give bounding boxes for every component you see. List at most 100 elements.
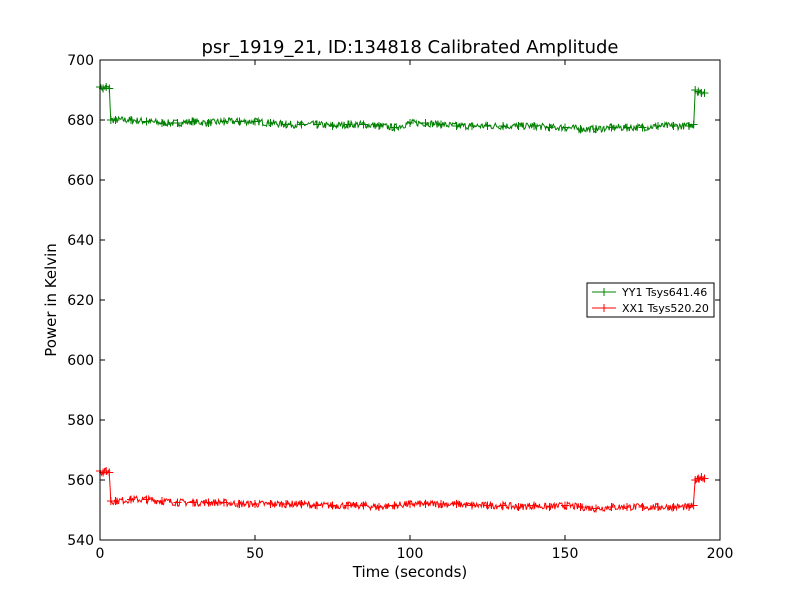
series-1-point-10 — [189, 498, 197, 507]
legend-label-0: YY1 Tsys641.46 — [621, 286, 707, 299]
series-0-point-32 — [530, 122, 538, 130]
series-0-point-11 — [204, 119, 213, 127]
series-0-point-15 — [266, 119, 275, 127]
series-layer — [96, 83, 709, 513]
legend-marker-0 — [600, 288, 608, 296]
series-0-point-28 — [468, 122, 476, 130]
series-1-point-18 — [313, 501, 321, 510]
x-tick-label: 200 — [707, 546, 734, 562]
series-1-point-13 — [235, 500, 244, 508]
series-0-point-43 — [689, 120, 698, 129]
series-1-point-3 — [105, 468, 114, 477]
series-1-point-9 — [173, 498, 182, 507]
series-0-point-30 — [499, 122, 507, 130]
series-1-point-26 — [437, 500, 445, 508]
x-tick-label: 100 — [397, 546, 424, 562]
series-1-point-19 — [328, 501, 337, 510]
series-1-point-5 — [111, 497, 120, 505]
ticks-layer: 0 50 100 150 200 540 560 580 600 620 640 660 680 700 — [67, 53, 733, 562]
series-0 — [96, 83, 709, 135]
x-tick-label: 150 — [552, 546, 579, 562]
series-1-point-21 — [359, 501, 368, 510]
y-tick-label: 620 — [67, 293, 94, 309]
series-1-point-11 — [204, 498, 213, 507]
series-0-point-41 — [669, 122, 678, 130]
x-tick-label: 50 — [246, 546, 264, 562]
series-1-point-30 — [499, 501, 507, 510]
series-1-point-28 — [468, 501, 476, 510]
y-tick-label: 560 — [67, 473, 94, 489]
y-tick-label: 580 — [67, 413, 94, 429]
series-1-point-31 — [514, 503, 523, 511]
series-1-point-34 — [561, 501, 569, 510]
series-0-point-38 — [623, 123, 631, 132]
series-0-point-35 — [576, 125, 585, 133]
series-1-point-23 — [390, 501, 399, 510]
series-0-point-19 — [328, 122, 337, 130]
series-1-point-25 — [421, 500, 430, 508]
series-1-point-32 — [530, 501, 538, 510]
series-0-point-31 — [514, 122, 523, 130]
series-0-point-23 — [390, 123, 399, 132]
series-0-point-21 — [359, 120, 368, 129]
series-0-point-37 — [607, 123, 616, 132]
series-1-point-39 — [638, 503, 647, 511]
series-1 — [96, 467, 709, 513]
series-1-point-33 — [545, 503, 554, 511]
series-1-point-7 — [142, 495, 151, 504]
series-1-point-15 — [266, 500, 275, 508]
series-0-point-8 — [158, 119, 166, 127]
series-0-point-16 — [282, 120, 290, 129]
series-1-point-27 — [452, 500, 461, 508]
series-0-point-12 — [220, 117, 228, 126]
legend-box — [586, 282, 715, 318]
series-0-point-10 — [189, 117, 197, 126]
y-tick-label: 660 — [67, 173, 94, 189]
series-0-point-5 — [111, 116, 120, 124]
series-0-point-3 — [105, 84, 114, 93]
chart-title: psr_1919_21, ID:134818 Calibrated Amplit… — [201, 37, 618, 58]
series-0-point-6 — [127, 116, 135, 124]
series-0-point-26 — [437, 120, 445, 129]
series-1-point-12 — [220, 498, 228, 507]
legend: YY1 Tsys641.46 XX1 Tsys520.20 — [586, 282, 715, 318]
series-1-point-40 — [654, 503, 662, 511]
x-tick-label: 0 — [96, 546, 105, 562]
legend-marker-1 — [600, 304, 608, 312]
series-line-1 — [99, 467, 705, 513]
y-axis-label: Power in Kelvin — [42, 243, 60, 357]
series-1-point-22 — [375, 503, 383, 511]
series-0-point-9 — [173, 119, 182, 127]
series-0-point-25 — [421, 119, 430, 127]
series-0-point-27 — [452, 122, 461, 130]
series-0-point-24 — [406, 119, 414, 127]
series-line-0 — [99, 84, 705, 135]
series-1-point-20 — [344, 501, 352, 510]
series-0-point-13 — [235, 117, 244, 126]
series-0-point-18 — [313, 120, 321, 129]
series-0-point-7 — [142, 117, 151, 126]
y-tick-label: 540 — [67, 533, 94, 549]
series-1-point-16 — [282, 500, 290, 508]
series-0-point-22 — [375, 122, 383, 130]
series-1-point-36 — [592, 504, 600, 513]
series-1-point-17 — [297, 500, 306, 508]
series-0-point-42 — [685, 122, 693, 130]
series-0-point-36 — [592, 125, 600, 133]
series-1-point-6 — [127, 495, 135, 504]
series-1-point-38 — [623, 503, 631, 511]
series-1-point-35 — [576, 503, 585, 511]
y-tick-label: 700 — [67, 53, 94, 69]
x-axis-label: Time (seconds) — [352, 563, 468, 581]
series-1-point-37 — [607, 503, 616, 511]
series-1-point-41 — [669, 503, 678, 511]
y-tick-label: 680 — [67, 113, 94, 129]
series-1-point-24 — [406, 500, 414, 508]
y-tick-label: 640 — [67, 233, 94, 249]
series-1-point-14 — [251, 500, 259, 508]
series-1-point-47 — [700, 474, 709, 483]
series-1-point-42 — [685, 503, 693, 511]
series-1-point-29 — [483, 501, 492, 510]
y-tick-label: 600 — [67, 353, 94, 369]
